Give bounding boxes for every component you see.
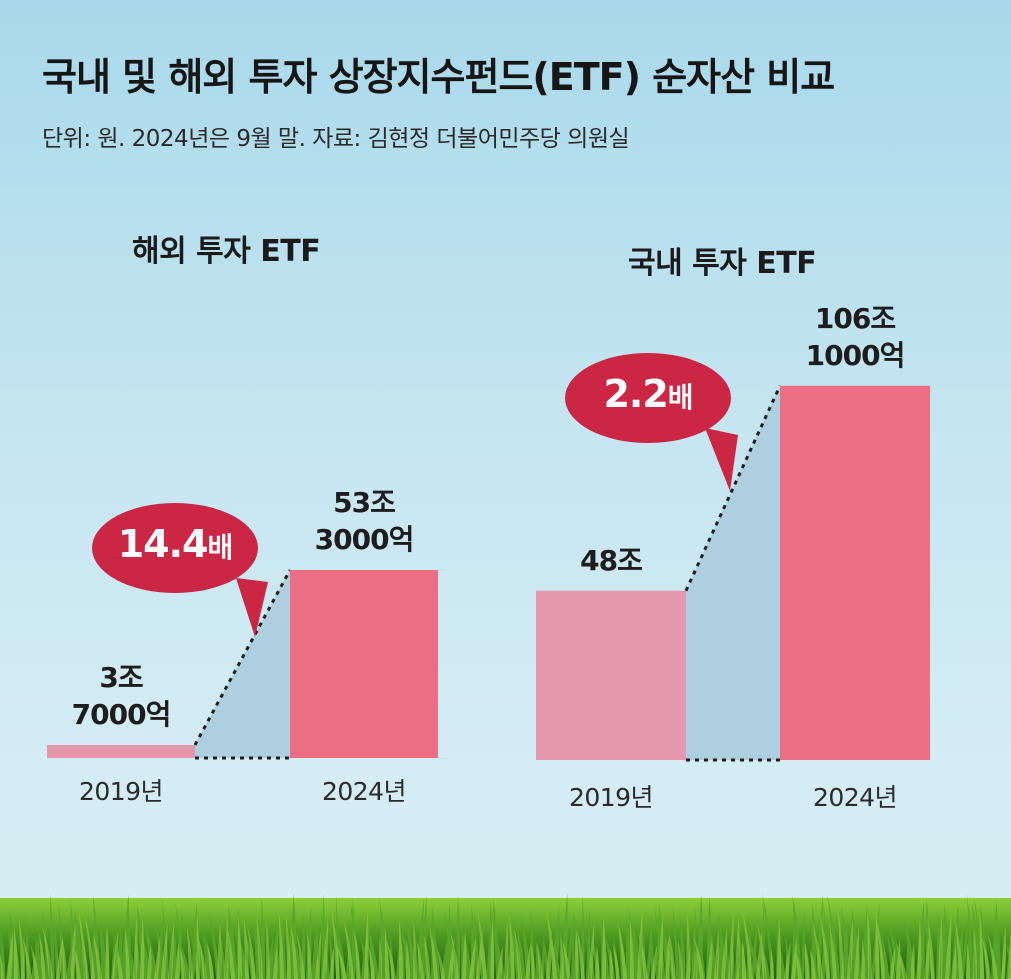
tick-label-domestic-2024: 2024년	[812, 783, 898, 812]
tick-label-domestic-2019: 2019년	[568, 783, 654, 812]
bar-overseas-2024	[290, 569, 438, 758]
value-label-overseas-2019년-line2: 7000억	[71, 697, 172, 731]
grass-highlights	[0, 909, 1011, 979]
bar-domestic-2019	[536, 590, 686, 760]
bar-domestic-2024	[780, 385, 930, 760]
connector-top-line-overseas	[193, 569, 292, 746]
value-label-overseas-2024년-line1: 53조	[333, 485, 396, 519]
ratio-bubble-overseas	[92, 503, 258, 593]
ratio-bubble-tail-domestic	[705, 428, 738, 491]
ratio-bubble-domestic	[565, 353, 731, 443]
tick-label-overseas-2019: 2019년	[78, 777, 164, 806]
tick-label-overseas-2024: 2024년	[321, 777, 407, 806]
value-label-domestic-2019년-line1: 48조	[580, 543, 643, 577]
ratio-bubble-tail-overseas	[236, 578, 268, 637]
ratio-value-overseas: 14.4	[117, 522, 209, 566]
connector-fill-domestic	[686, 385, 780, 760]
value-label-overseas-2024년-line2: 3000억	[314, 522, 415, 556]
value-label-domestic-2024년-line1: 106조	[814, 301, 896, 335]
ratio-label-domestic: 2.2배	[558, 372, 738, 416]
ratio-label-overseas: 14.4배	[85, 522, 265, 566]
connector-top-line-domestic	[684, 385, 782, 592]
page-subtitle: 단위: 원. 2024년은 9월 말. 자료: 김현정 더불어민주당 의원실	[42, 126, 630, 152]
value-label-overseas-2019년-line1: 3조	[99, 660, 143, 694]
ratio-unit-overseas: 배	[207, 531, 234, 564]
connector-fill-overseas	[195, 569, 290, 758]
chart-title-domestic: 국내 투자 ETF	[628, 246, 817, 281]
value-label-domestic-2024년-line2: 1000억	[805, 338, 906, 372]
bar-overseas-2019	[47, 744, 195, 758]
chart-title-overseas: 해외 투자 ETF	[132, 234, 321, 269]
page-title: 국내 및 해외 투자 상장지수펀드(ETF) 순자산 비교	[42, 55, 835, 99]
ratio-unit-domestic: 배	[667, 381, 694, 414]
ratio-value-domestic: 2.2	[603, 372, 668, 416]
